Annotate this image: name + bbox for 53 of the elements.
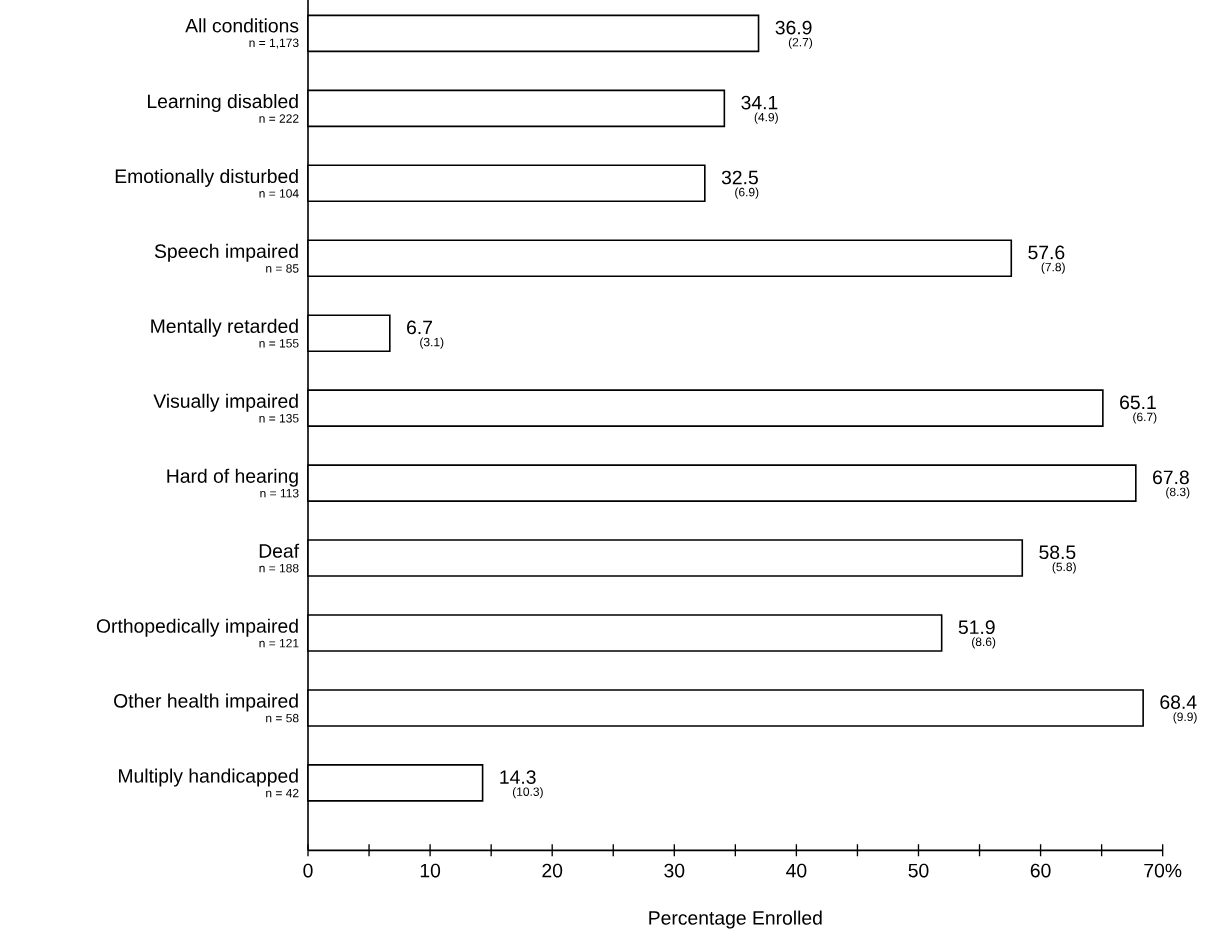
y-tick-label: Deaf [259,543,300,558]
annotation: (10.3) [512,787,543,799]
text: n = 188 [259,563,299,573]
data-label: 57.6 [1028,245,1065,260]
x-tick-label: 10 [420,863,441,878]
annotation: (4.9) [754,112,778,124]
x-tick-label: 20 [542,863,563,878]
text: n = 121 [259,638,299,648]
data-label: 51.9 [958,620,995,635]
y-tick-label: Hard of hearing [167,468,298,487]
annotation: (3.1) [420,337,444,349]
annotation: (8.6) [972,637,996,649]
y-tick-label: Multiply handicapped [119,768,298,787]
y-tick-label: Speech impaired [154,243,298,262]
annotation: (8.3) [1166,487,1190,499]
y-tick-label: Learning disabled [148,94,298,113]
text: n = 58 [266,713,299,723]
y-tick-label: All conditions [185,18,299,33]
x-tick-label: 50 [908,863,929,878]
y-tick-label: Other health impaired [114,693,298,712]
text: n = 42 [266,788,299,798]
data-label: 6.7 [407,320,432,335]
text: n = 155 [259,339,299,348]
data-label: 34.1 [741,95,778,110]
x-tick-label: 70% [1144,863,1182,878]
x-tick-label: 60 [1030,863,1051,878]
x-tick-label: 0 [303,863,313,878]
data-label: 67.8 [1153,470,1189,485]
data-label: 68.4 [1160,695,1197,709]
data-label: 36.9 [775,20,812,35]
data-label: 65.1 [1120,395,1156,410]
text: n = 222 [259,114,299,123]
annotation: (6.9) [735,187,759,199]
annotation: (9.9) [1173,712,1197,724]
data-label: 14.3 [500,770,536,784]
x-tick-label: 40 [786,863,807,878]
x-axis-title: Percentage Enrolled [649,910,822,929]
y-tick-label: Visually impaired [153,393,298,412]
text: n = 113 [260,488,299,498]
text: n = 85 [266,264,299,273]
text: n = 1,173 [249,38,299,49]
annotation: (6.7) [1133,412,1157,424]
data-label: 32.5 [721,170,758,185]
annotation: (5.8) [1052,562,1076,574]
x-tick-label: 30 [664,863,685,878]
y-tick-label: Orthopedically impaired [96,618,298,637]
text: n = 104 [259,189,299,198]
annotation: (2.7) [788,37,813,49]
data-label: 58.5 [1039,545,1076,560]
annotation: (7.8) [1041,262,1065,274]
y-tick-label: Emotionally disturbed [115,168,298,187]
text: n = 135 [259,414,299,423]
y-tick-label: Mentally retarded [151,318,298,337]
